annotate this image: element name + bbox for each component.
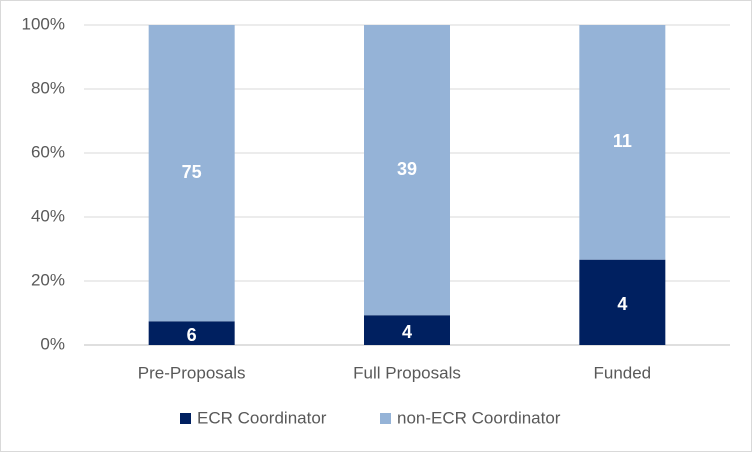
data-label: 6 — [187, 325, 197, 345]
data-label: 4 — [617, 294, 627, 314]
bar-segment — [148, 321, 235, 345]
bar-segment — [579, 259, 666, 345]
y-tick-label: 100% — [22, 14, 65, 33]
bar-segment — [364, 315, 450, 345]
data-label: 11 — [613, 131, 632, 151]
bar-segment — [148, 25, 235, 322]
bar-segment — [579, 25, 666, 260]
x-tick-label: Funded — [593, 363, 651, 382]
x-tick-label: Pre-Proposals — [138, 363, 246, 382]
y-tick-label: 20% — [31, 270, 65, 289]
legend-label: non-ECR Coordinator — [397, 408, 561, 427]
data-label: 75 — [182, 162, 202, 182]
legend-label: ECR Coordinator — [197, 408, 327, 427]
data-label: 4 — [402, 322, 412, 342]
y-tick-label: 80% — [31, 78, 65, 97]
x-tick-label: Full Proposals — [353, 363, 461, 382]
y-tick-label: 0% — [40, 334, 65, 353]
legend-swatch — [180, 413, 191, 424]
y-tick-label: 40% — [31, 206, 65, 225]
bar-segment — [364, 25, 450, 316]
y-tick-label: 60% — [31, 142, 65, 161]
data-label: 39 — [397, 159, 417, 179]
legend-swatch — [380, 413, 391, 424]
